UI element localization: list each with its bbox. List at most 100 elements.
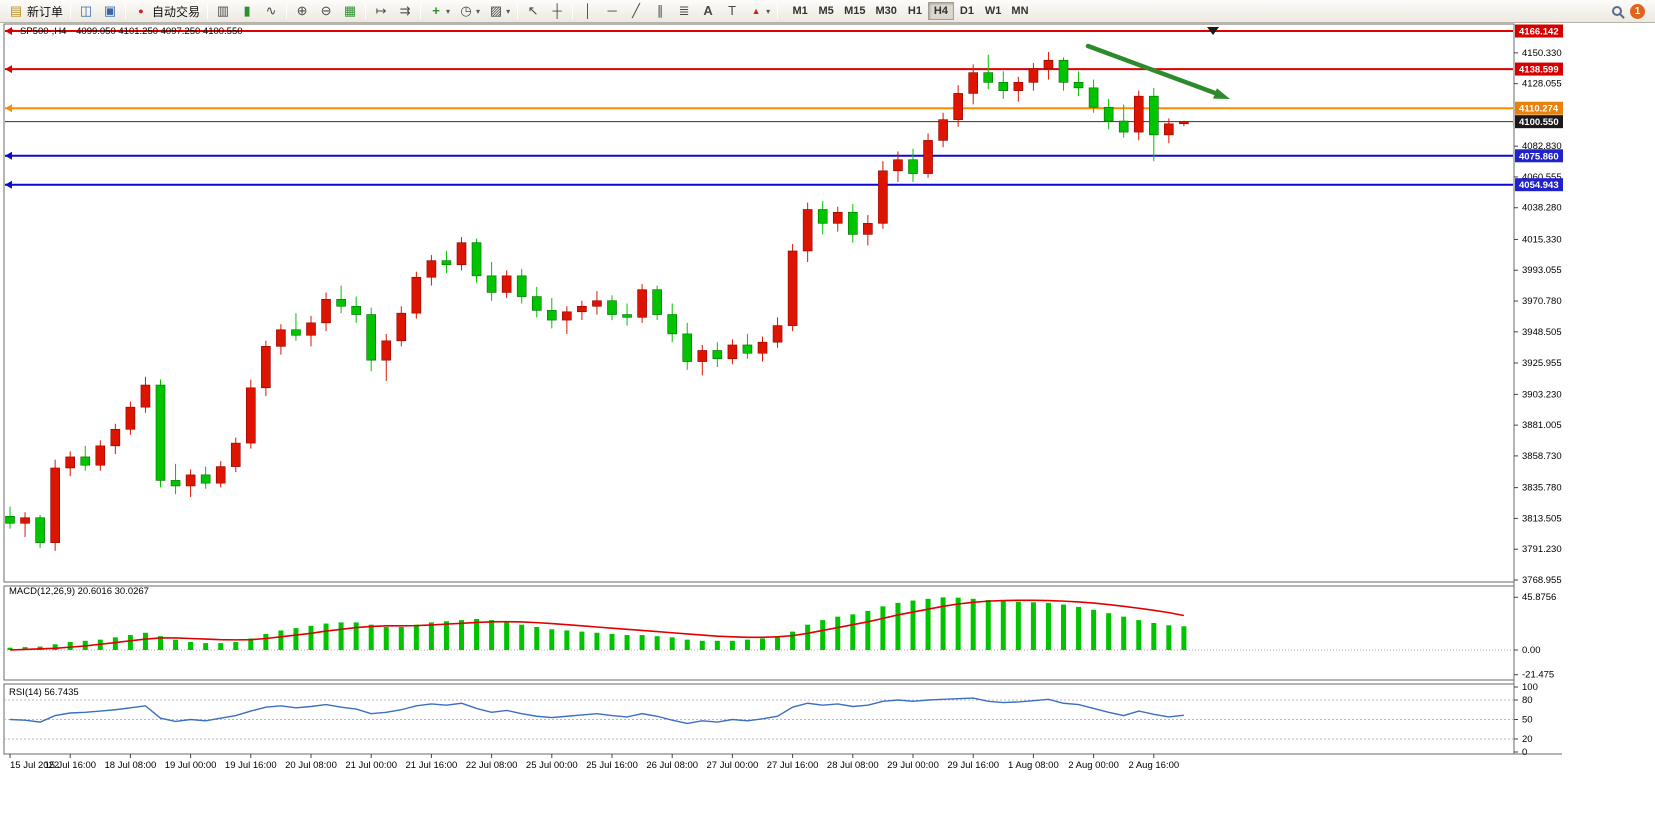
price-tick: 3791.230 [1522, 544, 1562, 555]
auto-scroll-button[interactable]: ↦ [369, 1, 393, 21]
symbol-name: SP500-,H4 [20, 26, 67, 37]
macd-bar [925, 598, 931, 650]
text-tool-button[interactable]: A [696, 1, 720, 21]
timeframe-m5[interactable]: M5 [813, 2, 839, 20]
candle [125, 406, 136, 430]
candle [863, 223, 873, 235]
bar-chart-button[interactable]: ▥ [211, 1, 235, 21]
search-icon[interactable] [1612, 6, 1622, 16]
timeframe-mn[interactable]: MN [1006, 2, 1033, 20]
macd-bar [52, 644, 58, 650]
candle [667, 314, 678, 335]
candle [486, 275, 497, 293]
candle [20, 517, 30, 524]
symbol-info-line: SP500-,H4 4099.050 4101.250 4097.250 410… [20, 26, 243, 37]
crosshair-button[interactable]: ┼ [545, 1, 569, 21]
svg-text:4138.599: 4138.599 [1519, 65, 1559, 76]
candle [968, 72, 979, 94]
candle [291, 329, 301, 336]
cursor-button[interactable]: ↖ [521, 1, 545, 21]
text-label-button[interactable]: T [720, 1, 744, 21]
price-tick: 3903.230 [1522, 389, 1562, 400]
timeframe-group: M1 M5 M15 M30 H1 H4 D1 W1 MN [787, 2, 1033, 20]
candle [95, 445, 106, 466]
price-tick: 4150.330 [1522, 48, 1562, 59]
macd-bar [218, 643, 224, 650]
periods-button[interactable]: ◷ ▾ [454, 1, 484, 21]
candle [923, 140, 933, 174]
macd-bar [248, 638, 254, 650]
candle [170, 480, 181, 487]
svg-text:4075.860: 4075.860 [1519, 151, 1559, 162]
candle [1149, 95, 1159, 136]
macd-bar [173, 639, 179, 650]
trend-arrow[interactable] [1085, 43, 1218, 96]
macd-bar [835, 616, 841, 650]
fibonacci-button[interactable]: ≣ [672, 1, 696, 21]
toolbar-separator [365, 3, 367, 19]
timeframe-h1[interactable]: H1 [902, 2, 928, 20]
vertical-line-button[interactable]: │ [576, 1, 600, 21]
arrows-tool-button[interactable]: ▲ ▾ [744, 1, 774, 21]
candle [1103, 106, 1114, 122]
templates-button[interactable]: ▨ ▾ [484, 1, 514, 21]
template-icon: ▨ [489, 3, 503, 18]
macd-bar [1015, 601, 1021, 650]
timeframe-d1[interactable]: D1 [954, 2, 980, 20]
trend-arrow-head [1213, 88, 1230, 99]
time-tick: 29 Jul 00:00 [887, 760, 939, 771]
trendline-button[interactable]: ╱ [624, 1, 648, 21]
price-badge [1515, 149, 1563, 163]
time-tick: 20 Jul 08:00 [285, 760, 337, 771]
charts-window-button[interactable]: ◫ [74, 1, 98, 21]
autotrading-button[interactable]: ● 自动交易 [129, 1, 204, 21]
price-badge [1515, 115, 1563, 129]
macd-bar [940, 597, 946, 650]
macd-bar [1181, 626, 1187, 650]
symbol-dropdown-icon[interactable]: ▼ [7, 27, 15, 36]
macd-bar [1045, 602, 1051, 650]
candle [1013, 82, 1024, 91]
horizontal-line-button[interactable]: ─ [600, 1, 624, 21]
time-tick: 2 Aug 16:00 [1128, 760, 1179, 771]
candle [938, 119, 948, 141]
channel-button[interactable]: ∥ [648, 1, 672, 21]
macd-bar [142, 632, 148, 650]
time-tick: 28 Jul 08:00 [827, 760, 879, 771]
zoom-in-button[interactable]: ⊕ [290, 1, 314, 21]
candlestick-chart-button[interactable]: ▮ [235, 1, 259, 21]
timeframe-m1[interactable]: M1 [787, 2, 813, 20]
macd-bar [744, 639, 750, 650]
indicators-button[interactable]: + ▾ [424, 1, 454, 21]
notification-badge[interactable]: 1 [1630, 3, 1645, 19]
price-tick: 4082.830 [1522, 141, 1562, 152]
timeframe-h4[interactable]: H4 [927, 2, 954, 20]
svg-text:4054.943: 4054.943 [1519, 180, 1559, 191]
timeframe-m30[interactable]: M30 [871, 2, 902, 20]
timeframe-m15[interactable]: M15 [839, 2, 870, 20]
candle [471, 242, 482, 277]
zoom-out-button[interactable]: ⊖ [314, 1, 338, 21]
new-order-button[interactable]: ▤ 新订单 [4, 1, 67, 21]
svg-text:50: 50 [1522, 715, 1533, 726]
price-tick: 3948.505 [1522, 327, 1562, 338]
macd-bar [1121, 616, 1127, 650]
macd-bar [865, 610, 871, 650]
price-tick: 4038.280 [1522, 203, 1562, 214]
chart-shift-button[interactable]: ⇉ [393, 1, 417, 21]
svg-text:4100.550: 4100.550 [1519, 117, 1559, 128]
line-chart-button[interactable]: ∿ [259, 1, 283, 21]
toolbar-separator [572, 3, 574, 19]
candle [5, 516, 15, 524]
macd-bar [805, 624, 811, 650]
candle [953, 93, 963, 120]
macd-bar [669, 637, 675, 650]
candle [832, 211, 843, 224]
profiles-button[interactable]: ▣ [98, 1, 122, 21]
svg-text:0: 0 [1522, 747, 1527, 758]
timeframe-w1[interactable]: W1 [980, 2, 1007, 20]
grid-button[interactable]: ▦ [338, 1, 362, 21]
macd-bar [443, 621, 449, 650]
toolbar-separator [207, 3, 209, 19]
